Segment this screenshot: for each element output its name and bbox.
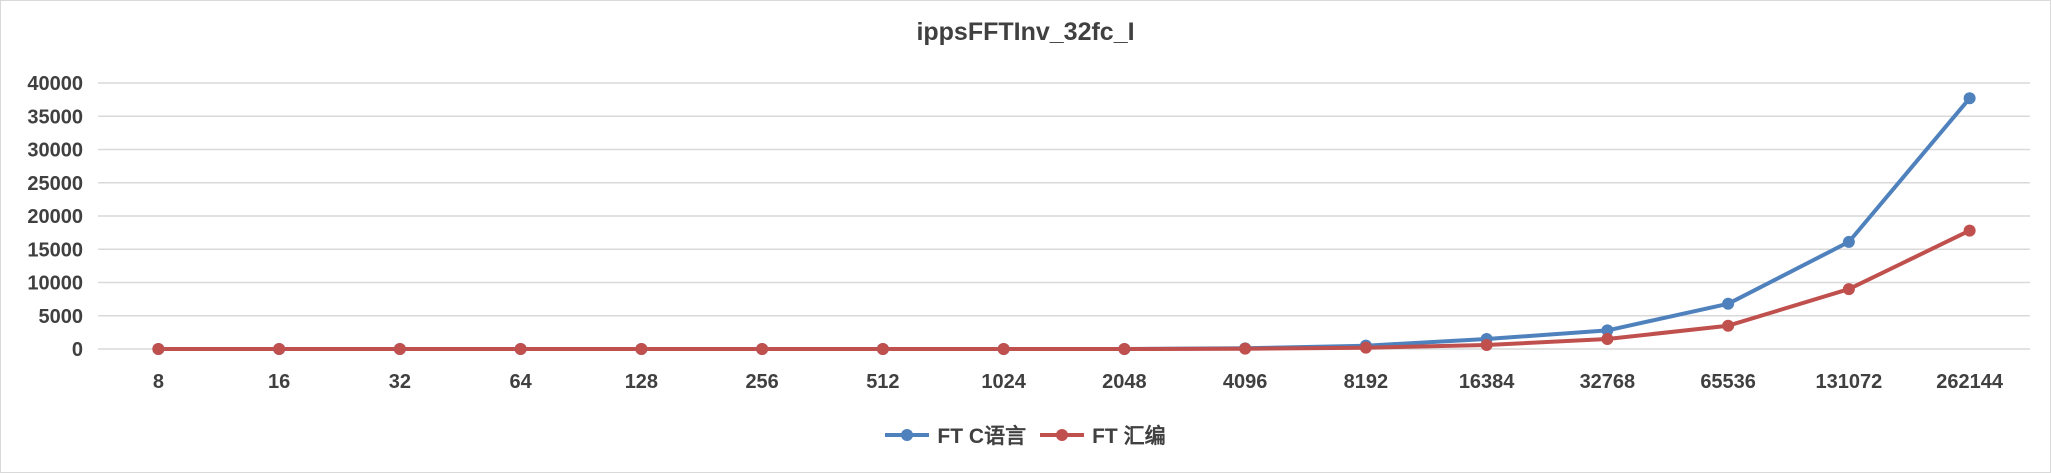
data-point [1722, 297, 1735, 310]
x-tick-label: 128 [625, 371, 658, 393]
legend-item-2: FT 汇编 [1040, 420, 1166, 450]
y-tick-label: 20000 [27, 206, 83, 228]
x-tick-label: 64 [510, 371, 533, 393]
data-point [1601, 324, 1614, 337]
y-tick-label: 25000 [27, 173, 83, 195]
x-tick-label: 512 [866, 371, 899, 393]
y-tick-label: 35000 [27, 106, 83, 128]
series-line-2 [156, 228, 1972, 351]
x-tick-label: 16 [268, 371, 290, 393]
x-tick-label: 65536 [1700, 371, 1756, 393]
data-point [1963, 224, 1976, 237]
data-point [756, 343, 769, 355]
data-point [273, 343, 286, 355]
legend-item-1: FT C语言 [885, 420, 1026, 450]
x-tick-label: 8 [153, 371, 164, 393]
data-point [1842, 283, 1855, 296]
y-tick-label: 40000 [27, 73, 83, 95]
x-tick-label: 256 [745, 371, 778, 393]
x-tick-label: 8192 [1344, 371, 1389, 393]
x-tick-label: 32 [389, 371, 411, 393]
y-axis-ticks: 0 5000 10000 15000 20000 25000 30000 35000 40000 [27, 73, 83, 361]
data-point [635, 343, 648, 355]
legend-label: FT C语言 [937, 425, 1027, 448]
y-tick-label: 0 [72, 339, 83, 361]
series-line-1 [156, 96, 1972, 351]
data-point [393, 343, 406, 355]
x-tick-label: 2048 [1102, 371, 1147, 393]
data-point [514, 343, 527, 355]
legend: FT C语言 FT 汇编 [0, 420, 2051, 450]
x-tick-label: 32768 [1580, 371, 1636, 393]
legend-swatch [1040, 428, 1085, 442]
legend-label: FT 汇编 [1092, 425, 1166, 448]
data-point [1722, 319, 1735, 332]
x-tick-label: 262144 [1936, 371, 2004, 393]
series-points [152, 92, 1976, 355]
x-tick-label: 4096 [1223, 371, 1268, 393]
legend-swatch [885, 428, 930, 442]
data-point [1842, 235, 1855, 248]
data-point [876, 343, 889, 355]
data-point [152, 343, 165, 355]
series-lines [156, 96, 1972, 351]
data-point [997, 343, 1010, 355]
data-point [1359, 341, 1372, 354]
data-point [1239, 342, 1252, 355]
y-tick-label: 30000 [27, 140, 83, 162]
y-tick-label: 5000 [39, 306, 84, 328]
x-tick-label: 16384 [1459, 371, 1515, 393]
gridlines [98, 82, 2030, 350]
data-point [1963, 92, 1976, 105]
data-point [1480, 339, 1493, 352]
data-point [1601, 333, 1614, 346]
x-tick-label: 1024 [981, 371, 1026, 393]
y-tick-label: 10000 [27, 273, 83, 295]
x-axis-ticks: 8 16 32 64 128 256 512 1024 2048 4096 8192 16384 327… [153, 371, 2004, 393]
x-tick-label: 131072 [1816, 371, 1883, 393]
y-tick-label: 15000 [27, 239, 83, 261]
data-point [1118, 343, 1131, 355]
chart-title: ippsFFTInv_32fc_I [916, 18, 1135, 46]
